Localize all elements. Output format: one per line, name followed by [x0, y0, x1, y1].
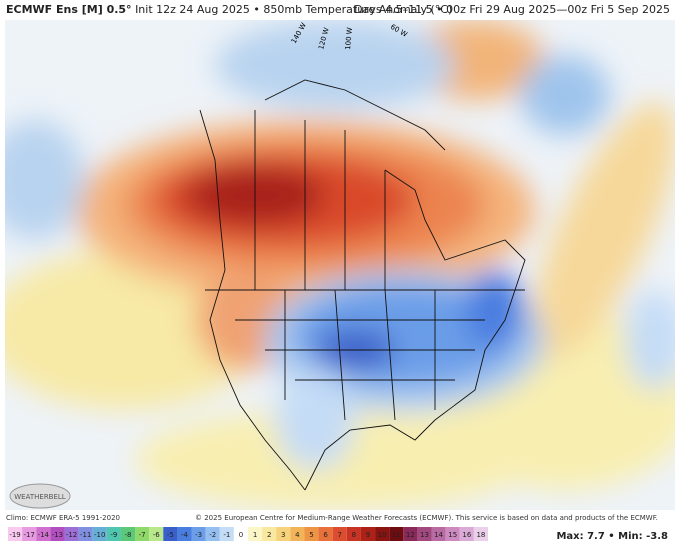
colorbar-cell — [360, 527, 376, 541]
colorbar-label: 12 — [406, 531, 415, 539]
model: ECMWF Ens [M] 0.5° — [6, 3, 132, 16]
colorbar-cell — [92, 527, 107, 541]
colorbar-cell — [304, 527, 319, 541]
colorbar-label: -17 — [23, 531, 34, 539]
colorbar-cell — [276, 527, 291, 541]
colorbar-label: 16 — [462, 531, 471, 539]
colorbar-label: -1 — [223, 531, 230, 539]
colorbar-label: -2 — [209, 531, 216, 539]
anomaly-field — [5, 20, 675, 510]
colorbar-cell — [22, 527, 37, 541]
colorbar-label: 2 — [267, 531, 271, 539]
colorbar-label: -9 — [110, 531, 117, 539]
colorbar-label: 8 — [352, 531, 356, 539]
colorbar-cell — [346, 527, 361, 541]
colorbar-label: -14 — [38, 531, 50, 539]
climo: Climo: ECMWF ERA-5 1991-2020 — [6, 514, 120, 522]
colorbar-label: 14 — [434, 531, 443, 539]
colorbar-label: -11 — [80, 531, 91, 539]
logo: WEATHERBELL — [14, 493, 66, 501]
colorbar-cell — [64, 527, 79, 541]
colorbar-cell — [262, 527, 277, 541]
colorbar-cell — [50, 527, 65, 541]
colorbar: -19 -17 -14 -13 -12 -11 -10 -9 -8 -7 -6 -5 -4 -3 -2 -1 0… — [8, 527, 488, 541]
colorbar-cell — [205, 527, 220, 541]
map: 140 W 120 W 100 W 60 W WEATHERBELL — [5, 20, 675, 510]
info: Init 12z 24 Aug 2025 • 850mb Temperature… — [135, 3, 453, 16]
colorbar-cell — [459, 527, 474, 541]
colorbar-cell — [135, 527, 150, 541]
colorbar-cell — [389, 527, 404, 541]
period: Days 4.5–11.5 • 00z Fri 29 Aug 2025—00z … — [354, 3, 670, 16]
colorbar-label: -8 — [125, 531, 132, 539]
colorbar-cell — [318, 527, 333, 541]
colorbar-label: 13 — [420, 531, 429, 539]
colorbar-label: 18 — [476, 531, 485, 539]
colorbar-cell — [417, 527, 432, 541]
colorbar-cell — [149, 527, 164, 541]
colorbar-cell — [403, 527, 418, 541]
colorbar-cell — [248, 527, 263, 541]
lon-label: 100 W — [344, 27, 354, 50]
colorbar-label: 4 — [295, 531, 300, 539]
copyright: © 2025 European Centre for Medium-Range … — [195, 514, 658, 522]
colorbar-cell — [163, 527, 178, 541]
colorbar-label: 1 — [253, 531, 257, 539]
colorbar-label: -19 — [9, 531, 20, 539]
colorbar-label: 11 — [392, 531, 401, 539]
colorbar-cell — [233, 527, 248, 541]
colorbar-label: 5 — [309, 531, 313, 539]
colorbar-label: 6 — [323, 531, 328, 539]
colorbar-label: 0 — [239, 531, 243, 539]
colorbar-label: 9 — [366, 531, 370, 539]
colorbar-cell — [191, 527, 206, 541]
colorbar-cell — [290, 527, 305, 541]
coastlines — [199, 79, 526, 491]
colorbar-cell — [473, 527, 488, 541]
colorbar-cell — [332, 527, 347, 541]
colorbar-cell — [445, 527, 460, 541]
colorbar-label: 15 — [448, 531, 457, 539]
colorbar-label: 3 — [281, 531, 285, 539]
stats: Max: 7.7 • Min: -3.8 — [556, 531, 668, 542]
header-left: ECMWF Ens [M] 0.5° Init 12z 24 Aug 2025 … — [6, 3, 452, 16]
colorbar-cell — [431, 527, 446, 541]
colorbar-label: 7 — [338, 531, 342, 539]
colorbar-label: -5 — [167, 531, 174, 539]
colorbar-label: 10 — [378, 531, 387, 539]
colorbar-cell — [106, 527, 121, 541]
colorbar-cell — [78, 527, 93, 541]
colorbar-cell — [219, 527, 234, 541]
colorbar-label: -4 — [181, 531, 189, 539]
colorbar-cell — [36, 527, 51, 541]
colorbar-label: -7 — [139, 531, 146, 539]
logo-badge — [9, 483, 71, 509]
colorbar-label: -3 — [195, 531, 202, 539]
colorbar-label: -10 — [94, 531, 105, 539]
colorbar-cell — [177, 527, 192, 541]
colorbar-cell — [8, 527, 23, 541]
colorbar-label: -13 — [52, 531, 63, 539]
colorbar-label: -6 — [153, 531, 161, 539]
colorbar-cell — [120, 527, 136, 541]
colorbar-label: -12 — [66, 531, 77, 539]
colorbar-cell — [375, 527, 390, 541]
